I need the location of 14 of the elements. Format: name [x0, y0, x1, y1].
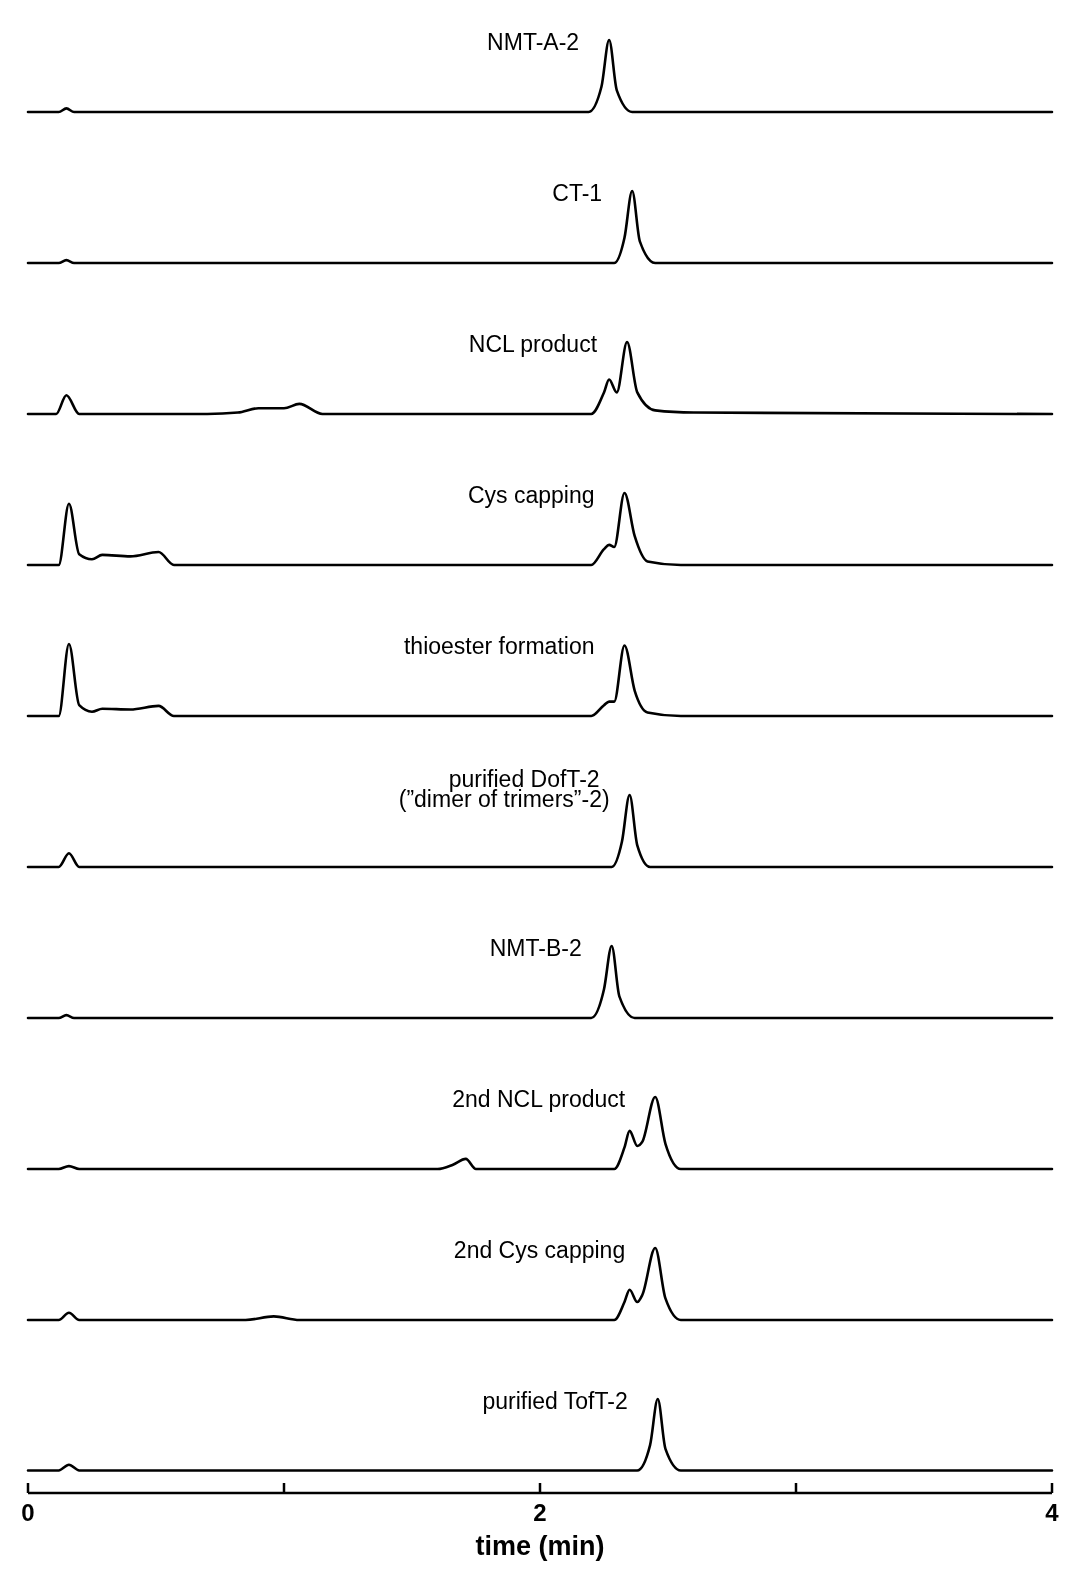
series-label: 2nd NCL product	[452, 1086, 626, 1112]
series-label: purified TofT-2	[482, 1388, 628, 1414]
x-tick-label: 4	[1045, 1499, 1060, 1526]
series-label: NMT-A-2	[487, 29, 580, 55]
series-label: NCL product	[468, 331, 598, 357]
x-tick-label: 0	[21, 1499, 35, 1526]
series-label: CT-1	[552, 180, 603, 206]
series-label: NMT-B-2	[489, 935, 582, 961]
series-label: Cys capping	[467, 482, 595, 508]
x-tick-label: 2	[533, 1499, 547, 1526]
x-axis-title: time (min)	[475, 1531, 605, 1561]
series-label: purified DofT-2 (”dimer of trimers”-2)	[398, 766, 610, 812]
series-label: thioester formation	[404, 633, 595, 659]
series-label: 2nd Cys capping	[453, 1237, 626, 1263]
